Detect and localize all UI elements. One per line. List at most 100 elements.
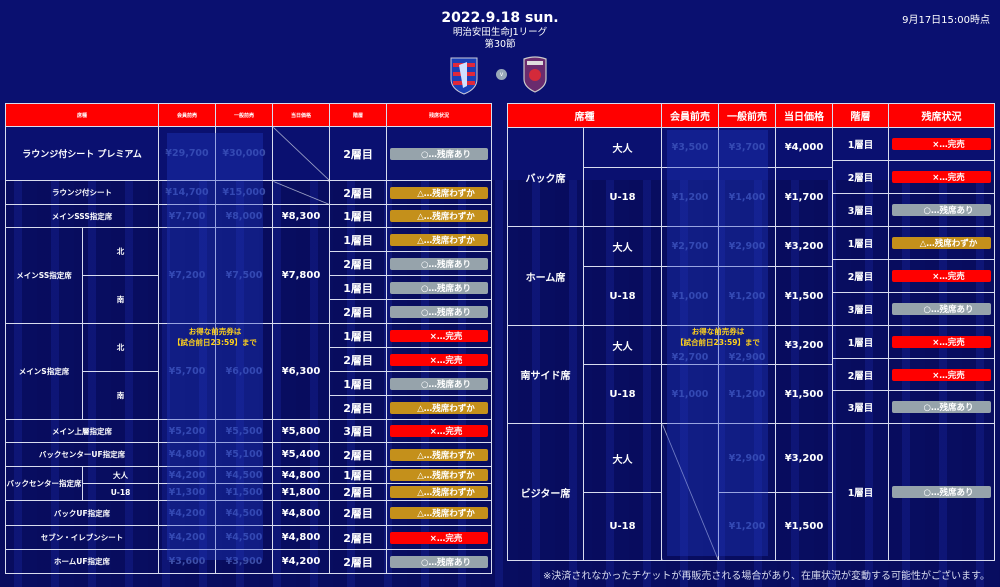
status-badge-few: △…残席わずか [390,401,489,414]
seat-name: セブン・イレブンシート [4,525,160,550]
right-ticket-table: 席種 会員前売 一般前売 当日価格 階層 残席状況 バック席 大人 ¥3,500 ¥3,700 ¥4… [507,103,995,561]
column-header: 残席状況 [888,103,995,128]
day-price: ¥4,800 [272,525,331,550]
status-cell: ×…完売 [888,160,995,194]
status-badge-few: △…残席わずか [390,210,489,222]
table-row: 2層目 ×…完売 [6,347,493,372]
member-price: ¥1,200 [661,167,719,227]
floor: 2層目 [329,483,388,501]
table-row: メインSS指定席北 ¥7,200 ¥7,500 ¥7,800 1層目 △…残席わずか [5,227,493,324]
table-row: 2層目 ○…残席あり [6,251,493,276]
table-row: 2層目 ×…完売 [508,160,995,194]
status-cell: ×…完売 [386,419,493,443]
general-price: ¥30,000 [215,126,274,181]
seat-subtype: 北 [81,323,160,372]
floor: 1層目 [329,371,388,396]
seat-name: メイン上層指定席 [4,419,160,443]
general-price: ¥4,500 [215,500,274,526]
table-row: 2層目 ○…残席あり [6,299,493,324]
floor: 2層目 [832,160,889,194]
day-price-empty [272,180,331,205]
status-cell: ×…完売 [386,525,493,550]
general-price: ¥15,000 [215,180,274,205]
table-row: U-18 ¥1,300 ¥1,500 ¥1,800 2層目 △…残席わずか [6,483,493,501]
seat-subtype: U-18 [81,483,160,501]
seat-subtype: U-18 [583,266,662,326]
status-cell: △…残席わずか [386,500,493,526]
status-badge-available: ○…残席あり [390,377,489,390]
table-row: ラウンジ付シート プレミアム ¥29,700 ¥30,000 2層目 ○…残席あり [4,126,493,181]
seat-name: バックUF指定席 [4,500,160,526]
status-cell: ×…完売 [888,127,995,161]
column-header: 階層 [832,103,889,128]
floor: 3層目 [329,419,388,443]
status-badge-few: △…残席わずか [390,507,489,519]
floor: 2層目 [329,180,388,205]
member-price: ¥1,000 [661,266,719,326]
table-row: メイン上層指定席 ¥5,200 ¥5,500 ¥5,800 3層目 ×…完売 [4,419,493,443]
general-price: ¥2,900 [718,325,776,365]
table-row: ラウンジ付シート ¥14,700 ¥15,000 2層目 △…残席わずか [4,180,493,205]
status-badge-few: △…残席わずか [390,486,489,498]
team-logos: v [447,55,553,95]
floor: 2層目 [329,251,388,276]
floor: 3層目 [832,390,889,424]
day-price: ¥3,200 [775,325,833,365]
general-price: ¥1,200 [718,492,776,561]
seat-subtype: 南 [81,275,160,324]
seat-subtype: 大人 [81,466,160,484]
day-price: ¥1,500 [775,266,833,326]
table-row: バックUF指定席 ¥4,200 ¥4,500 ¥4,800 2層目 △…残席わずか [4,500,493,526]
column-header: 階層 [329,103,388,127]
status-badge-sold: ×…完売 [892,171,991,183]
status-badge-available: ○…残席あり [390,305,489,318]
away-team-crest-icon [523,56,547,93]
table-row: U-18 ¥1,200 ¥1,500 [508,492,995,561]
table-row: U-18 ¥1,000 ¥1,200 ¥1,500 [508,364,995,424]
day-price: ¥1,800 [272,483,331,501]
table-row: メインS指定席北 ¥5,700 ¥6,000 ¥6,300 1層目 ×…完売 [5,323,493,420]
table-row: 3層目 ○…残席あり [508,193,995,227]
status-cell: △…残席わずか [386,442,493,467]
floor: 1層目 [329,323,388,348]
status-badge-few: △…残席わずか [390,233,489,246]
table-row: バック席 大人 ¥3,500 ¥3,700 ¥4,000 1層目 ×…完売 [507,127,995,227]
seat-name: ホームUF指定席 [4,549,160,574]
status-badge-few: △…残席わずか [390,186,489,199]
member-price: ¥4,200 [158,500,217,526]
floor: 2層目 [329,442,388,467]
status-badge-available: ○…残席あり [892,401,991,413]
member-price: ¥4,200 [158,466,217,484]
member-price: ¥7,700 [158,204,217,228]
status-cell: △…残席わずか [386,204,493,228]
member-price: ¥5,700 [158,323,217,420]
member-price: ¥3,600 [158,549,217,574]
seat-subtype: U-18 [583,364,662,424]
floor: 1層目 [329,227,388,252]
status-cell: ○…残席あり [888,390,995,424]
status-badge-available: ○…残席あり [390,147,489,160]
table-row: 3層目 ○…残席あり [508,292,995,326]
day-price: ¥1,500 [775,492,833,561]
status-cell: △…残席わずか [386,466,493,484]
status-cell: ×…完売 [888,358,995,391]
member-price: ¥2,700 [661,226,719,267]
status-badge-available: ○…残席あり [390,257,489,270]
column-header: 残席状況 [386,103,493,127]
column-header: 席種 [4,103,160,127]
status-badge-sold: ×…完売 [892,336,991,348]
column-header: 席種 [507,103,662,128]
status-badge-few: △…残席わずか [390,469,489,481]
day-price: ¥4,800 [272,500,331,526]
member-price: ¥7,200 [158,227,217,324]
table-row: 南 1層目 ○…残席あり [6,371,493,420]
status-cell: ○…残席あり [888,292,995,326]
status-badge-available: ○…残席あり [892,486,991,498]
floor: 2層目 [832,358,889,391]
floor: 2層目 [329,500,388,526]
status-cell: △…残席わずか [888,226,995,260]
table-row: 2層目 ×…完売 [508,358,995,391]
status-cell: ○…残席あり [888,193,995,227]
day-price: ¥8,300 [272,204,331,228]
floor: 2層目 [329,126,388,181]
